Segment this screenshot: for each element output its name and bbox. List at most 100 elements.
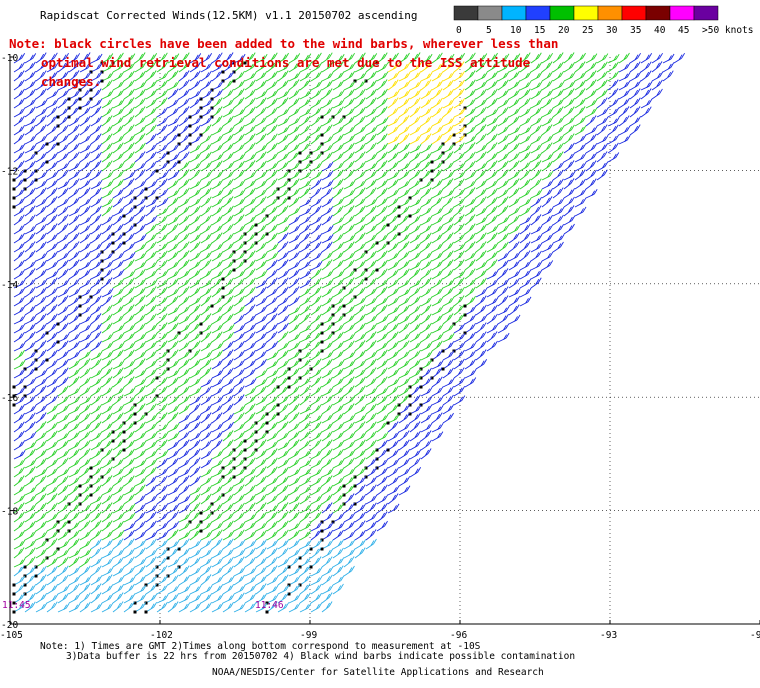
wind-barb	[232, 251, 246, 263]
wind-barb	[145, 395, 158, 406]
wind-barb	[112, 178, 125, 190]
wind-barb	[332, 583, 344, 595]
wind-barb	[24, 98, 37, 109]
wind-barb	[46, 331, 58, 343]
wind-barb	[530, 134, 543, 145]
wind-barb	[398, 314, 411, 325]
wind-barb	[56, 332, 70, 344]
wind-barb	[211, 251, 224, 262]
wind-barb	[178, 61, 190, 73]
wind-barb	[277, 215, 290, 226]
wind-barb	[90, 197, 103, 208]
wind-barb	[519, 80, 532, 91]
wind-barb	[310, 241, 322, 253]
wind-barb	[354, 187, 366, 199]
wind-barb	[464, 70, 476, 82]
wind-barb	[552, 106, 564, 118]
wind-barb	[156, 467, 169, 478]
wind-barb	[244, 521, 257, 532]
wind-barb	[420, 350, 433, 361]
wind-barb	[266, 243, 279, 253]
wind-barb	[112, 412, 124, 424]
wind-barb	[365, 214, 377, 226]
wind-barb	[321, 592, 333, 604]
wind-barb	[57, 385, 69, 397]
wind-barb	[24, 250, 36, 262]
wind-barb	[167, 223, 179, 235]
wind-barb	[508, 70, 520, 82]
wind-barb	[68, 151, 80, 163]
wind-barb	[431, 52, 443, 64]
contamination-dot	[177, 133, 181, 137]
wind-barb	[321, 98, 334, 109]
wind-barb	[24, 539, 37, 550]
wind-barb	[310, 286, 322, 298]
wind-barb	[398, 467, 411, 478]
wind-barb	[640, 61, 652, 73]
wind-barb	[409, 52, 421, 64]
wind-barb	[277, 449, 290, 460]
wind-barb	[398, 71, 411, 82]
wind-barb	[13, 133, 25, 145]
wind-barb	[24, 475, 36, 487]
contamination-dot	[221, 277, 225, 281]
wind-barb	[12, 377, 26, 389]
wind-barb	[266, 306, 279, 316]
wind-barb	[56, 106, 70, 119]
wind-barb	[167, 206, 180, 217]
wind-barb	[200, 449, 213, 460]
wind-barb	[156, 376, 168, 388]
wind-barb	[497, 232, 509, 244]
wind-barb	[244, 304, 256, 316]
note-line-1: Note: black circles have been added to t…	[9, 36, 559, 51]
wind-barb	[277, 241, 289, 253]
wind-barb	[475, 277, 487, 289]
wind-barb	[145, 538, 157, 550]
wind-barb	[210, 296, 224, 308]
wind-barb	[57, 187, 69, 199]
wind-barb	[277, 557, 290, 568]
wind-barb	[288, 422, 301, 433]
wind-barb	[57, 556, 69, 568]
wind-barb	[45, 349, 58, 362]
wind-barb	[57, 251, 70, 262]
wind-barb	[133, 187, 146, 200]
wind-barb	[288, 143, 301, 154]
wind-barb	[486, 187, 498, 199]
wind-barb	[24, 286, 36, 298]
wind-barb	[35, 520, 47, 532]
wind-barb	[475, 331, 487, 343]
wind-barb	[90, 295, 102, 307]
wind-barbs	[12, 52, 686, 614]
wind-barb	[34, 557, 48, 569]
wind-barb	[244, 412, 256, 424]
wind-barb	[288, 341, 301, 352]
wind-barb	[310, 88, 322, 100]
wind-barb	[178, 503, 191, 514]
contamination-dot	[12, 196, 16, 200]
wind-barb	[365, 53, 378, 64]
wind-barb	[486, 340, 498, 352]
wind-barb	[244, 349, 256, 361]
wind-barb	[508, 107, 521, 118]
wind-barb	[552, 206, 565, 217]
wind-barb	[288, 79, 300, 91]
wind-barb	[101, 188, 114, 199]
wind-barb	[101, 358, 113, 370]
wind-barb	[475, 124, 487, 136]
wind-barb	[508, 241, 520, 253]
wind-barb	[365, 296, 378, 307]
wind-barb	[420, 224, 433, 235]
wind-barb	[343, 151, 355, 163]
wind-barb	[24, 486, 37, 496]
wind-barb	[57, 548, 70, 559]
y-tick-label: -12	[1, 166, 18, 177]
wind-barb	[112, 80, 125, 91]
wind-barb	[331, 296, 345, 308]
wind-barb	[376, 367, 388, 379]
contamination-dot	[265, 232, 269, 236]
wind-barb	[277, 232, 289, 244]
wind-barb	[123, 386, 136, 397]
wind-barb	[188, 340, 201, 353]
wind-barb	[321, 368, 334, 379]
